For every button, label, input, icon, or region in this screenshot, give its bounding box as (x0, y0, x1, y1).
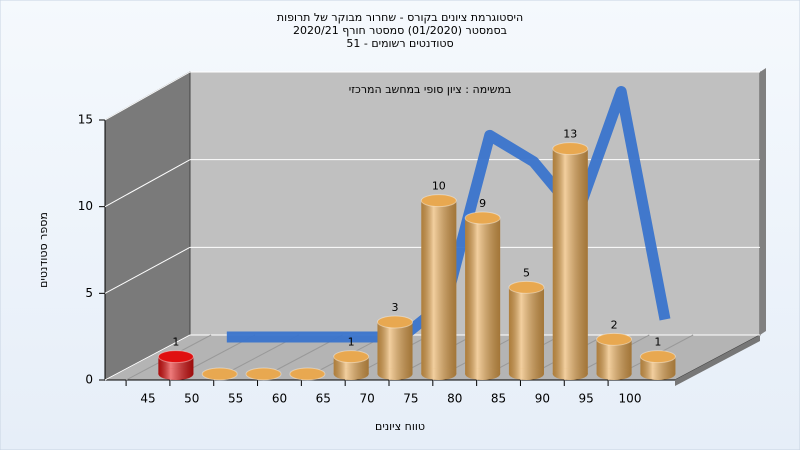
bar-group (420, 194, 457, 380)
x-tick-label: 100 (619, 392, 642, 406)
bar-group (639, 350, 676, 380)
bar-bottom-shade (508, 368, 544, 380)
y-tick-label: 10 (78, 199, 93, 213)
data-label: 3 (392, 301, 399, 314)
x-tick-label: 60 (272, 392, 287, 406)
grid-line (104, 334, 191, 381)
x-tick-label: 65 (316, 392, 331, 406)
bar-group (552, 142, 589, 380)
data-label: 1 (654, 336, 661, 349)
bar-bottom-shade (465, 368, 501, 380)
bar-group (157, 350, 194, 380)
bar-bottom-shade (596, 368, 632, 380)
x-tick-label: 45 (140, 392, 155, 406)
bar-top (333, 350, 370, 364)
data-label: 1 (172, 336, 179, 349)
bar-group (245, 367, 282, 381)
data-label: 1 (348, 336, 355, 349)
title-line: סטודנטים רשומים - 51 (346, 37, 453, 50)
bar-group (464, 211, 501, 380)
grid-line (104, 246, 191, 294)
bar-top (201, 367, 238, 381)
x-axis-label: טווח ציונים (375, 420, 425, 433)
y-tick-label: 15 (78, 113, 93, 127)
x-tick-label: 70 (359, 392, 374, 406)
bar-top (157, 350, 194, 364)
bar-bottom-shade (421, 368, 457, 380)
data-label: 10 (432, 180, 446, 193)
bar-bottom-shade (552, 368, 588, 380)
bar-shade (508, 287, 544, 374)
title-line: בסמסטר (01/2020) סמסטר חורף 2020/21 (293, 24, 507, 37)
bar-group (289, 367, 326, 381)
bar-top (464, 211, 501, 225)
data-label: 2 (611, 318, 618, 331)
bar-top (596, 332, 633, 346)
bar-top (289, 367, 326, 381)
x-tick-label: 85 (491, 392, 506, 406)
y-tick-label: 0 (85, 373, 93, 387)
bar-shade (552, 148, 588, 374)
bar-top (376, 315, 414, 329)
wall-edge (760, 68, 766, 335)
bar-top (420, 194, 457, 208)
x-tick-label: 55 (228, 392, 243, 406)
subtitle: במשימה : ציון סופי במחשב המרכזי (349, 83, 512, 96)
y-axis-label: מספר סטודנטים (37, 212, 50, 288)
bar-group (376, 315, 414, 380)
data-label: 9 (479, 197, 486, 210)
bar-bottom-shade (640, 368, 676, 380)
x-tick-label: 95 (579, 392, 594, 406)
side-wall (104, 71, 191, 381)
grid-line (104, 159, 191, 208)
bar-top (508, 280, 545, 294)
x-tick-label: 75 (403, 392, 418, 406)
bar-group (596, 332, 633, 380)
bar-bottom-shade (333, 368, 369, 380)
bar-top (245, 367, 282, 381)
x-tick-label: 80 (447, 392, 462, 406)
grid-line (104, 71, 191, 121)
bar-group (508, 280, 545, 380)
y-tick-label: 5 (85, 286, 93, 300)
title: היסטוגרמת ציונים בקורס - שחרור מבוקר של … (277, 11, 523, 50)
bar-bottom-shade (377, 368, 413, 380)
data-label: 13 (563, 128, 577, 141)
x-tick-label: 90 (535, 392, 550, 406)
bar-bottom-shade (158, 368, 194, 380)
bar-top (639, 350, 676, 364)
bar-group (333, 350, 370, 380)
x-tick-label: 50 (184, 392, 199, 406)
bar-shade (377, 322, 413, 374)
bar-shade (465, 218, 501, 374)
data-label: 5 (523, 266, 530, 279)
bar-group (201, 367, 238, 381)
bar-shade (421, 200, 457, 374)
bar-top (552, 142, 589, 156)
title-line: היסטוגרמת ציונים בקורס - שחרור מבוקר של … (277, 11, 523, 24)
floor-edge (675, 335, 760, 386)
